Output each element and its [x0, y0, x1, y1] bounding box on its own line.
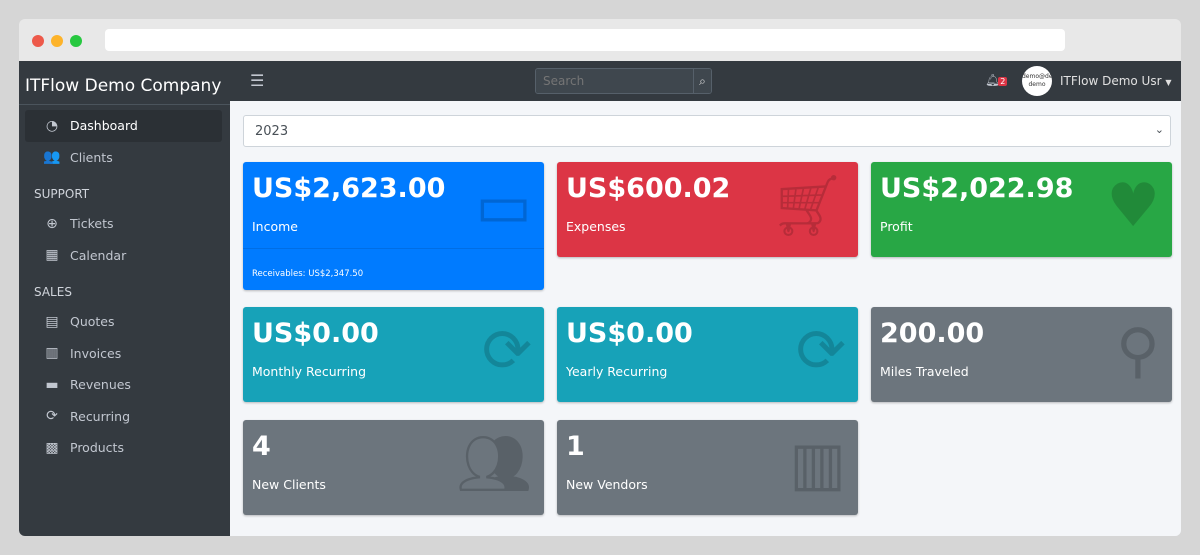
expenses-card[interactable]: US$600.02 Expenses 🛒︎ [557, 162, 858, 257]
income-label: Income [252, 219, 298, 234]
top-navbar: ☰ ⌕ 🔔︎2 demo@demo demo ITFlow Demo Usr ▼ [230, 61, 1181, 101]
sidebar-item-tickets[interactable]: ⊕ Tickets [25, 208, 222, 240]
monthly-recurring-value: US$0.00 [252, 318, 379, 349]
users-icon: 👥 [43, 149, 61, 166]
bell-icon: 🔔︎ [985, 73, 1001, 87]
sidebar-item-quotes[interactable]: ▤ Quotes [25, 306, 222, 338]
address-bar[interactable] [105, 29, 1065, 51]
building-icon: ▥ [789, 429, 846, 499]
sidebar-item-label: Products [70, 440, 124, 456]
miles-label: Miles Traveled [880, 364, 969, 379]
receivables-text: Receivables: US$2,347.50 [243, 248, 544, 290]
new-vendors-label: New Vendors [566, 477, 648, 492]
route-icon: ⚲ [1116, 316, 1160, 386]
sidebar-item-products[interactable]: ▩ Products [25, 432, 222, 464]
sync-icon: ⟳ [795, 316, 846, 386]
search-form: ⌕ [535, 68, 712, 94]
sync-icon: ⟳ [481, 316, 532, 386]
sidebar-item-recurring[interactable]: ⟳ Recurring [25, 401, 222, 433]
file-icon: ▤ [45, 313, 59, 330]
notifications-button[interactable]: 🔔︎2 [985, 73, 1008, 87]
sidebar: ITFlow Demo Company ◔ Dashboard 👥 Clients … [19, 61, 230, 536]
notification-count-badge: 2 [998, 77, 1008, 86]
sidebar-item-label: Calendar [70, 247, 127, 263]
user-name: ITFlow Demo Usr [1060, 74, 1162, 88]
sidebar-item-label: Recurring [70, 408, 130, 424]
yearly-recurring-value: US$0.00 [566, 318, 693, 349]
maximize-dot[interactable] [70, 35, 82, 47]
avatar[interactable]: demo@demo demo [1022, 66, 1052, 96]
search-button[interactable]: ⌕ [693, 69, 711, 93]
year-select[interactable]: 2023 ⌄ [243, 115, 1171, 147]
caret-down-icon: ▼ [1165, 78, 1172, 87]
chevron-down-icon: ⌄ [1154, 123, 1164, 136]
new-clients-value: 4 [252, 431, 271, 462]
miles-value: 200.00 [880, 318, 985, 349]
heart-icon: ♥ [1106, 171, 1160, 241]
browser-window: ITFlow Demo Company ◔ Dashboard 👥 Clients … [19, 19, 1181, 536]
new-clients-label: New Clients [252, 477, 326, 492]
sidebar-item-label: Revenues [70, 377, 131, 393]
invoice-icon: ▥ [45, 345, 59, 362]
section-header-support: SUPPORT [34, 187, 90, 201]
miles-traveled-card[interactable]: 200.00 Miles Traveled ⚲ [871, 307, 1172, 402]
profit-value: US$2,022.98 [880, 173, 1074, 204]
yearly-recurring-label: Yearly Recurring [566, 364, 668, 379]
sidebar-item-label: Clients [70, 149, 113, 165]
sidebar-item-invoices[interactable]: ▥ Invoices [25, 338, 222, 370]
minimize-dot[interactable] [51, 35, 63, 47]
box-icon: ▩ [45, 439, 59, 456]
income-value: US$2,623.00 [252, 173, 446, 204]
profit-card[interactable]: US$2,022.98 Profit ♥ [871, 162, 1172, 257]
new-clients-card[interactable]: 4 New Clients 👥︎ [243, 420, 544, 515]
sidebar-item-dashboard[interactable]: ◔ Dashboard [25, 110, 222, 142]
income-card[interactable]: US$2,623.00 Income ▭ Receivables: US$2,3… [243, 162, 544, 290]
new-vendors-value: 1 [566, 431, 585, 462]
credit-card-icon: ▭ [475, 171, 532, 241]
sidebar-item-label: Tickets [70, 216, 114, 232]
sync-icon: ⟳ [46, 408, 58, 425]
new-vendors-card[interactable]: 1 New Vendors ▥ [557, 420, 858, 515]
tachometer-icon: ◔ [45, 117, 59, 134]
user-menu[interactable]: ITFlow Demo Usr ▼ [1060, 74, 1172, 88]
search-icon: ⌕ [699, 73, 706, 88]
shopping-cart-icon: 🛒︎ [769, 171, 846, 241]
year-select-value: 2023 [255, 124, 289, 139]
sidebar-item-calendar[interactable]: ▦ Calendar [25, 240, 222, 272]
close-dot[interactable] [32, 35, 44, 47]
profit-label: Profit [880, 219, 913, 234]
users-icon: 👥︎ [455, 429, 532, 499]
credit-card-icon: ▬ [45, 376, 59, 393]
brand-link[interactable]: ITFlow Demo Company [19, 61, 230, 105]
section-header-sales: SALES [34, 285, 72, 299]
expenses-value: US$600.02 [566, 173, 731, 204]
sidebar-item-label: Dashboard [70, 118, 138, 134]
sidebar-item-label: Quotes [70, 314, 115, 330]
dashboard-content: 2023 ⌄ US$2,623.00 Income ▭ Receivables: … [230, 101, 1181, 536]
sidebar-item-revenues[interactable]: ▬ Revenues [25, 369, 222, 401]
life-ring-icon: ⊕ [46, 215, 58, 232]
search-input[interactable] [536, 69, 693, 93]
calendar-icon: ▦ [45, 247, 59, 264]
monthly-recurring-card[interactable]: US$0.00 Monthly Recurring ⟳ [243, 307, 544, 402]
monthly-recurring-label: Monthly Recurring [252, 364, 367, 379]
expenses-label: Expenses [566, 219, 626, 234]
sidebar-item-label: Invoices [70, 345, 122, 361]
menu-toggle-icon[interactable]: ☰ [250, 71, 265, 90]
sidebar-item-clients[interactable]: 👥 Clients [25, 142, 222, 174]
yearly-recurring-card[interactable]: US$0.00 Yearly Recurring ⟳ [557, 307, 858, 402]
